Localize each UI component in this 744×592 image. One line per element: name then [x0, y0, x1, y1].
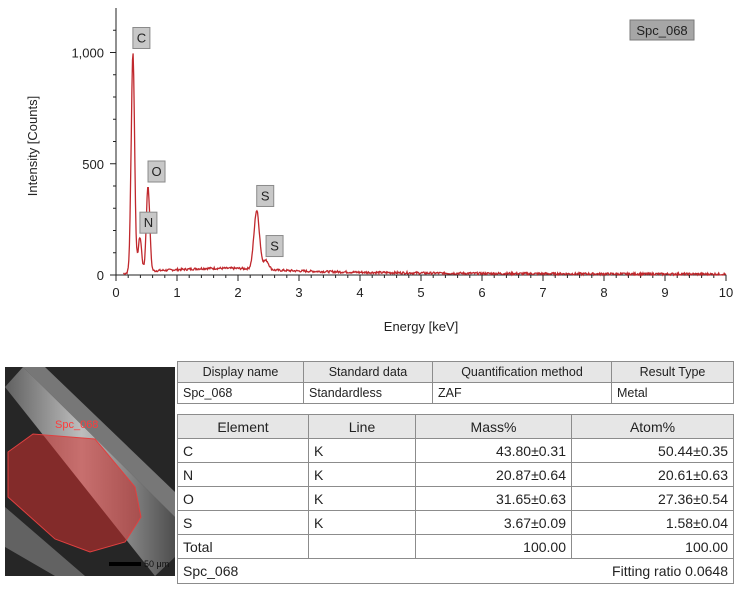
x-tick-label: 2 [234, 285, 241, 300]
mass-percent-cell: 20.87±0.64 [415, 462, 572, 487]
analysis-info-table: Display name Standard data Quantificatio… [177, 361, 734, 404]
peak-label-box [139, 211, 158, 234]
header-cell: Line [308, 414, 416, 439]
legend-label: Spc_068 [636, 23, 687, 38]
fitting-ratio-label: Fitting ratio 0.0648 [612, 563, 728, 579]
peak-label-box [256, 184, 275, 207]
chart-axes [115, 8, 726, 276]
total-label-cell: Total [177, 534, 309, 559]
peak-label-box [147, 160, 166, 183]
fiber-structure [5, 507, 85, 576]
analysis-region-label: Spc_068 [55, 419, 98, 431]
total-line-cell [308, 534, 416, 559]
table-row: Spc_068 Standardless ZAF Metal [177, 382, 734, 404]
mass-percent-cell: 43.80±0.31 [415, 438, 572, 463]
peak-labels: C N O S S [132, 27, 284, 258]
sem-micrograph: Spc_068 50 μm [5, 367, 175, 576]
legend: Spc_068 [629, 19, 695, 41]
y-axis-ticks: 0 500 1,000 [71, 29, 116, 283]
line-cell: K [308, 486, 416, 511]
table-row: C K 43.80±0.31 50.44±0.35 [177, 438, 734, 463]
display-name-cell: Spc_068 [177, 382, 304, 404]
line-cell: K [308, 510, 416, 535]
header-cell: Display name [177, 361, 304, 383]
peak-label-text: C [137, 31, 146, 46]
table-header-row: Display name Standard data Quantificatio… [177, 361, 734, 383]
y-tick-label: 500 [82, 157, 104, 172]
peak-label-text: N [144, 215, 153, 230]
peak-label-c: C [132, 27, 151, 49]
analysis-region-overlay [7, 433, 142, 553]
fitting-footer-cell: Spc_068 Fitting ratio 0.0648 [177, 558, 734, 584]
quant-method-cell: ZAF [432, 382, 612, 404]
table-header-row: Element Line Mass% Atom% [177, 414, 734, 439]
y-tick-label: 1,000 [71, 46, 104, 61]
x-axis-ticks: 0 1 2 3 4 5 6 7 8 9 10 [112, 275, 733, 300]
atom-percent-cell: 27.36±0.54 [571, 486, 734, 511]
quantification-table: Element Line Mass% Atom% C K 43.80±0.31 … [177, 414, 734, 584]
spectrum-trace [123, 53, 727, 277]
atom-percent-cell: 20.61±0.63 [571, 462, 734, 487]
mass-percent-cell: 3.67±0.09 [415, 510, 572, 535]
x-tick-label: 1 [173, 285, 180, 300]
x-tick-label: 6 [478, 285, 485, 300]
header-cell: Mass% [415, 414, 572, 439]
fitting-footer-row: Spc_068 Fitting ratio 0.0648 [177, 558, 734, 584]
atom-percent-cell: 50.44±0.35 [571, 438, 734, 463]
peak-label-n: N [139, 211, 158, 234]
peak-label-text: S [270, 239, 279, 254]
y-axis-label: Intensity [Counts] [25, 96, 40, 196]
x-tick-label: 8 [600, 285, 607, 300]
peak-label-text: S [261, 188, 270, 203]
standard-data-cell: Standardless [303, 382, 433, 404]
eds-spectrum-chart: 0 1 2 3 4 5 6 7 8 9 10 0 500 1,000 C N O S S Spc_068 Ene… [25, 8, 733, 334]
total-atom-cell: 100.00 [571, 534, 734, 559]
element-cell: O [177, 486, 309, 511]
peak-label-o: O [147, 160, 166, 183]
table-row: N K 20.87±0.64 20.61±0.63 [177, 462, 734, 487]
y-tick-label: 0 [97, 268, 104, 283]
element-cell: C [177, 438, 309, 463]
x-tick-label: 3 [295, 285, 302, 300]
x-tick-label: 4 [356, 285, 363, 300]
fiber-structure [23, 367, 175, 517]
spectrum-name-label: Spc_068 [183, 563, 239, 579]
header-cell: Result Type [611, 361, 734, 383]
sem-image: Spc_068 50 μm [5, 367, 175, 576]
atom-percent-cell: 1.58±0.04 [571, 510, 734, 535]
element-cell: N [177, 462, 309, 487]
x-tick-label: 5 [417, 285, 424, 300]
x-tick-label: 10 [719, 285, 733, 300]
scale-bar-label: 50 μm [144, 559, 169, 569]
header-cell: Quantification method [432, 361, 612, 383]
line-cell: K [308, 438, 416, 463]
element-cell: S [177, 510, 309, 535]
peak-label-box [132, 27, 151, 49]
x-tick-label: 7 [539, 285, 546, 300]
mass-percent-cell: 31.65±0.63 [415, 486, 572, 511]
peak-label-s: S [265, 235, 284, 258]
peak-label-box [265, 235, 284, 258]
peak-label-text: O [151, 164, 161, 179]
x-tick-label: 0 [112, 285, 119, 300]
scale-bar [109, 562, 141, 566]
header-cell: Standard data [303, 361, 433, 383]
result-type-cell: Metal [611, 382, 734, 404]
line-cell: K [308, 462, 416, 487]
table-row: S K 3.67±0.09 1.58±0.04 [177, 510, 734, 535]
table-row: O K 31.65±0.63 27.36±0.54 [177, 486, 734, 511]
total-mass-cell: 100.00 [415, 534, 572, 559]
x-axis-label: Energy [keV] [384, 319, 458, 334]
header-cell: Element [177, 414, 309, 439]
total-row: Total 100.00 100.00 [177, 534, 734, 559]
legend-box [629, 19, 695, 41]
x-tick-label: 9 [661, 285, 668, 300]
header-cell: Atom% [571, 414, 734, 439]
peak-label-s: S [256, 184, 275, 207]
